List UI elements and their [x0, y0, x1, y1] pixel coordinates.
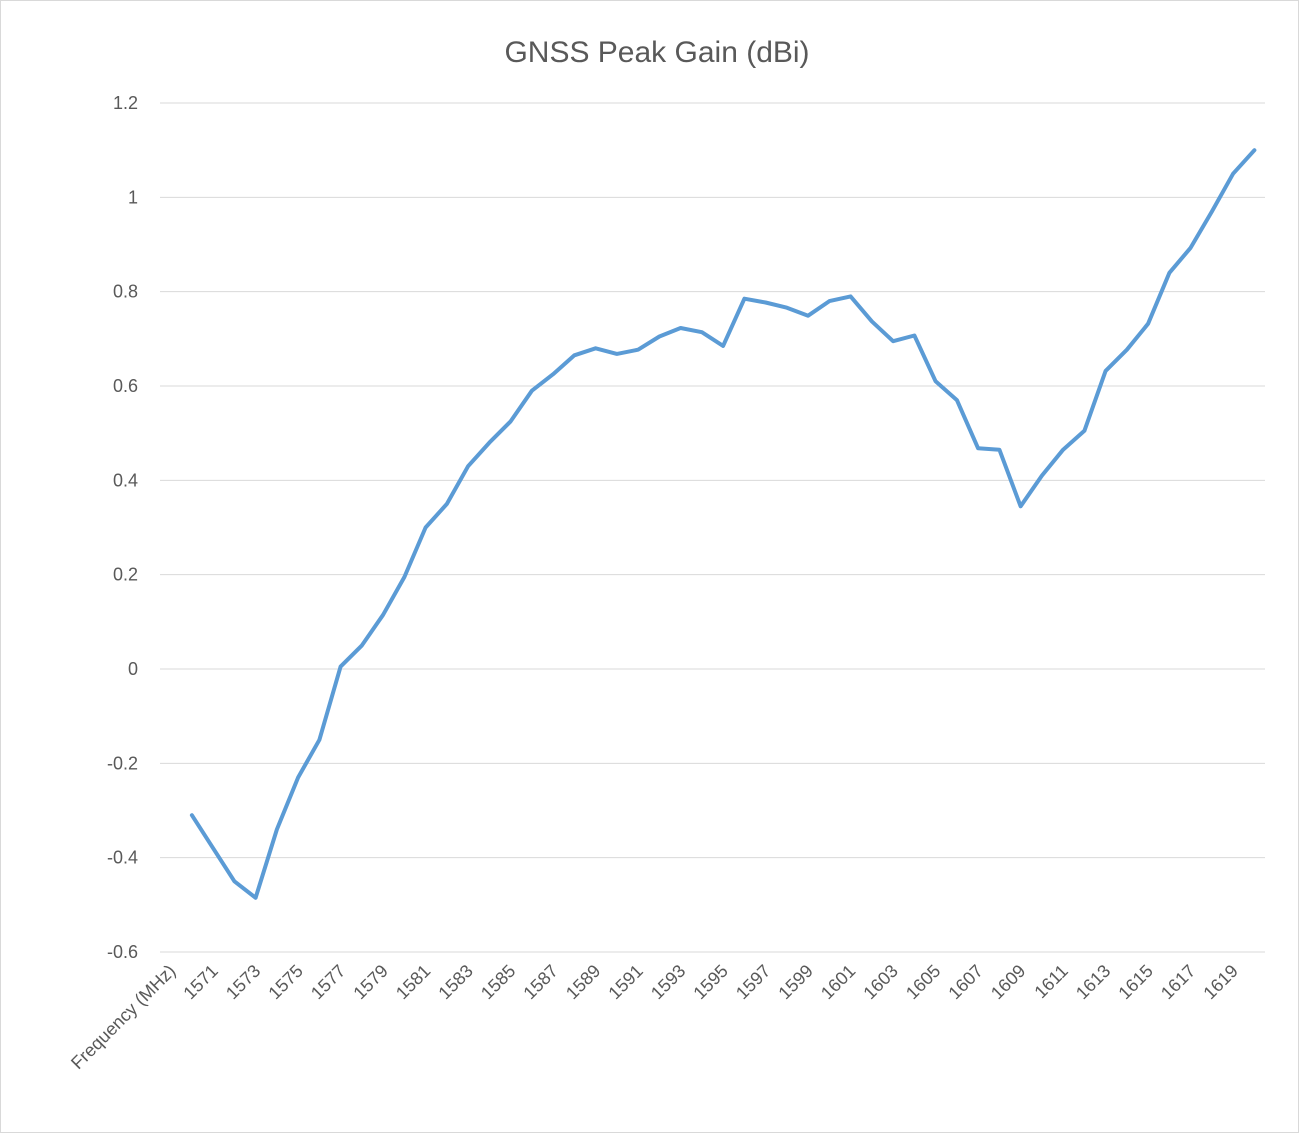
- y-tick-label: -0.6: [107, 942, 138, 962]
- y-tick-label: 0.2: [113, 565, 138, 585]
- chart-title: GNSS Peak Gain (dBi): [504, 36, 809, 69]
- y-tick-label: -0.2: [107, 753, 138, 773]
- y-tick-label: 0.6: [113, 376, 138, 396]
- y-tick-label: 1.2: [113, 93, 138, 113]
- y-tick-label: -0.4: [107, 848, 138, 868]
- y-tick-label: 0.8: [113, 282, 138, 302]
- y-tick-label: 1: [128, 187, 138, 207]
- data-line: [189, 148, 1257, 900]
- y-tick-label: 0: [128, 659, 138, 679]
- y-tick-label: 0.4: [113, 470, 138, 490]
